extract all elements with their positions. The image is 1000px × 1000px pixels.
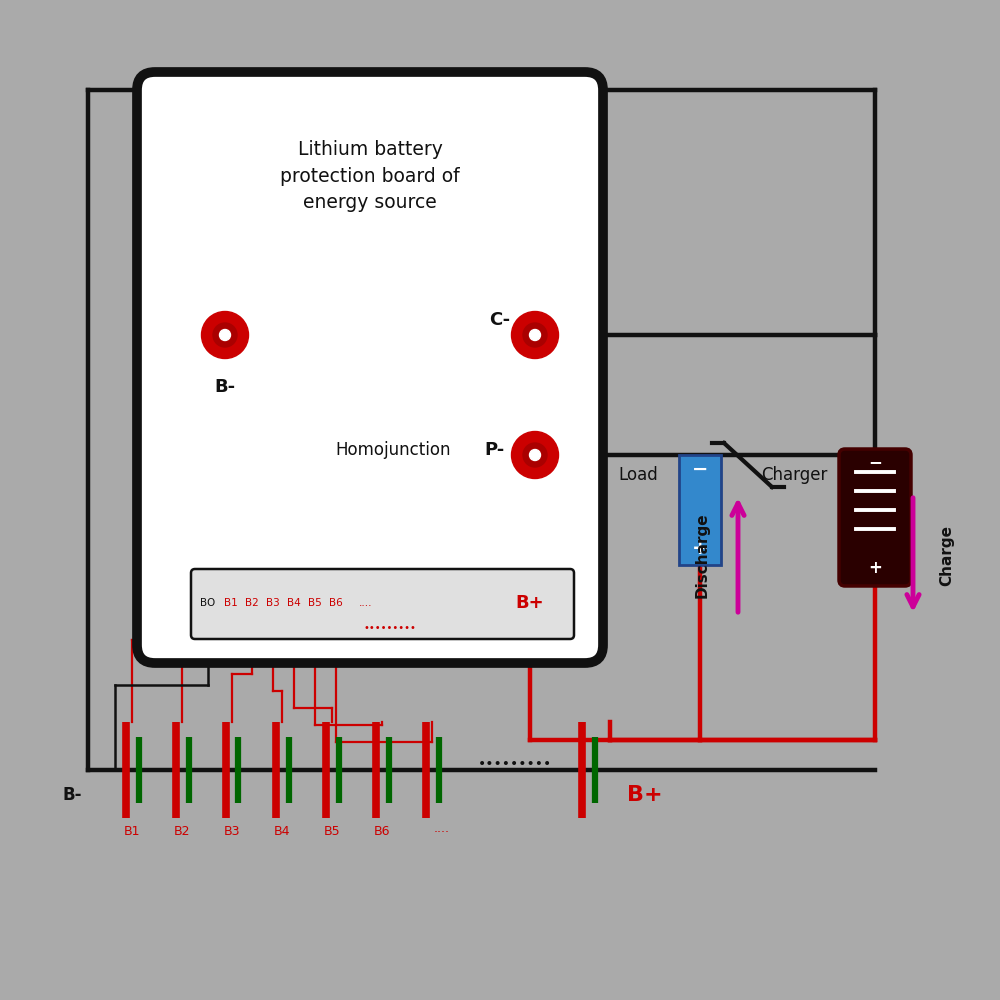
Text: B2: B2 [174, 825, 190, 838]
Text: Lithium battery
protection board of
energy source: Lithium battery protection board of ener… [280, 140, 460, 212]
Text: B1: B1 [224, 597, 238, 607]
Circle shape [512, 312, 558, 359]
Circle shape [523, 323, 547, 347]
Circle shape [512, 432, 558, 479]
Text: Discharge: Discharge [694, 512, 710, 598]
Text: B1: B1 [124, 825, 140, 838]
Circle shape [530, 450, 540, 460]
Text: B-: B- [62, 786, 82, 804]
Text: +: + [868, 559, 882, 577]
Text: Homojunction: Homojunction [335, 441, 450, 459]
Circle shape [220, 330, 230, 340]
Text: ....: .... [359, 597, 373, 607]
Circle shape [213, 323, 237, 347]
FancyBboxPatch shape [839, 449, 911, 586]
Text: +: + [692, 538, 708, 558]
Text: B4: B4 [274, 825, 290, 838]
Text: B2: B2 [245, 597, 259, 607]
Text: B4: B4 [287, 597, 301, 607]
Text: •••••••••: ••••••••• [364, 623, 416, 633]
Circle shape [530, 330, 540, 340]
Text: BO: BO [200, 597, 216, 607]
Text: −: − [692, 460, 708, 479]
Text: B5: B5 [324, 825, 340, 838]
Text: B3: B3 [266, 597, 280, 607]
FancyBboxPatch shape [191, 569, 574, 639]
Bar [679, 455, 721, 565]
FancyBboxPatch shape [137, 72, 603, 663]
Text: B-: B- [214, 378, 236, 396]
Text: •••••••••: ••••••••• [478, 757, 552, 771]
Text: B5: B5 [308, 597, 322, 607]
Text: Charger: Charger [761, 466, 827, 484]
Text: B+: B+ [627, 785, 663, 805]
Text: Load: Load [618, 466, 658, 484]
Text: P-: P- [485, 441, 505, 459]
Text: −: − [868, 453, 882, 471]
Circle shape [523, 443, 547, 467]
Text: ....: .... [434, 822, 450, 835]
Circle shape [202, 312, 248, 359]
Text: B3: B3 [224, 825, 240, 838]
Text: B+: B+ [516, 593, 544, 611]
Text: C-: C- [489, 311, 510, 329]
Text: B6: B6 [374, 825, 390, 838]
Text: B6: B6 [329, 597, 343, 607]
Text: Charge: Charge [940, 524, 955, 585]
